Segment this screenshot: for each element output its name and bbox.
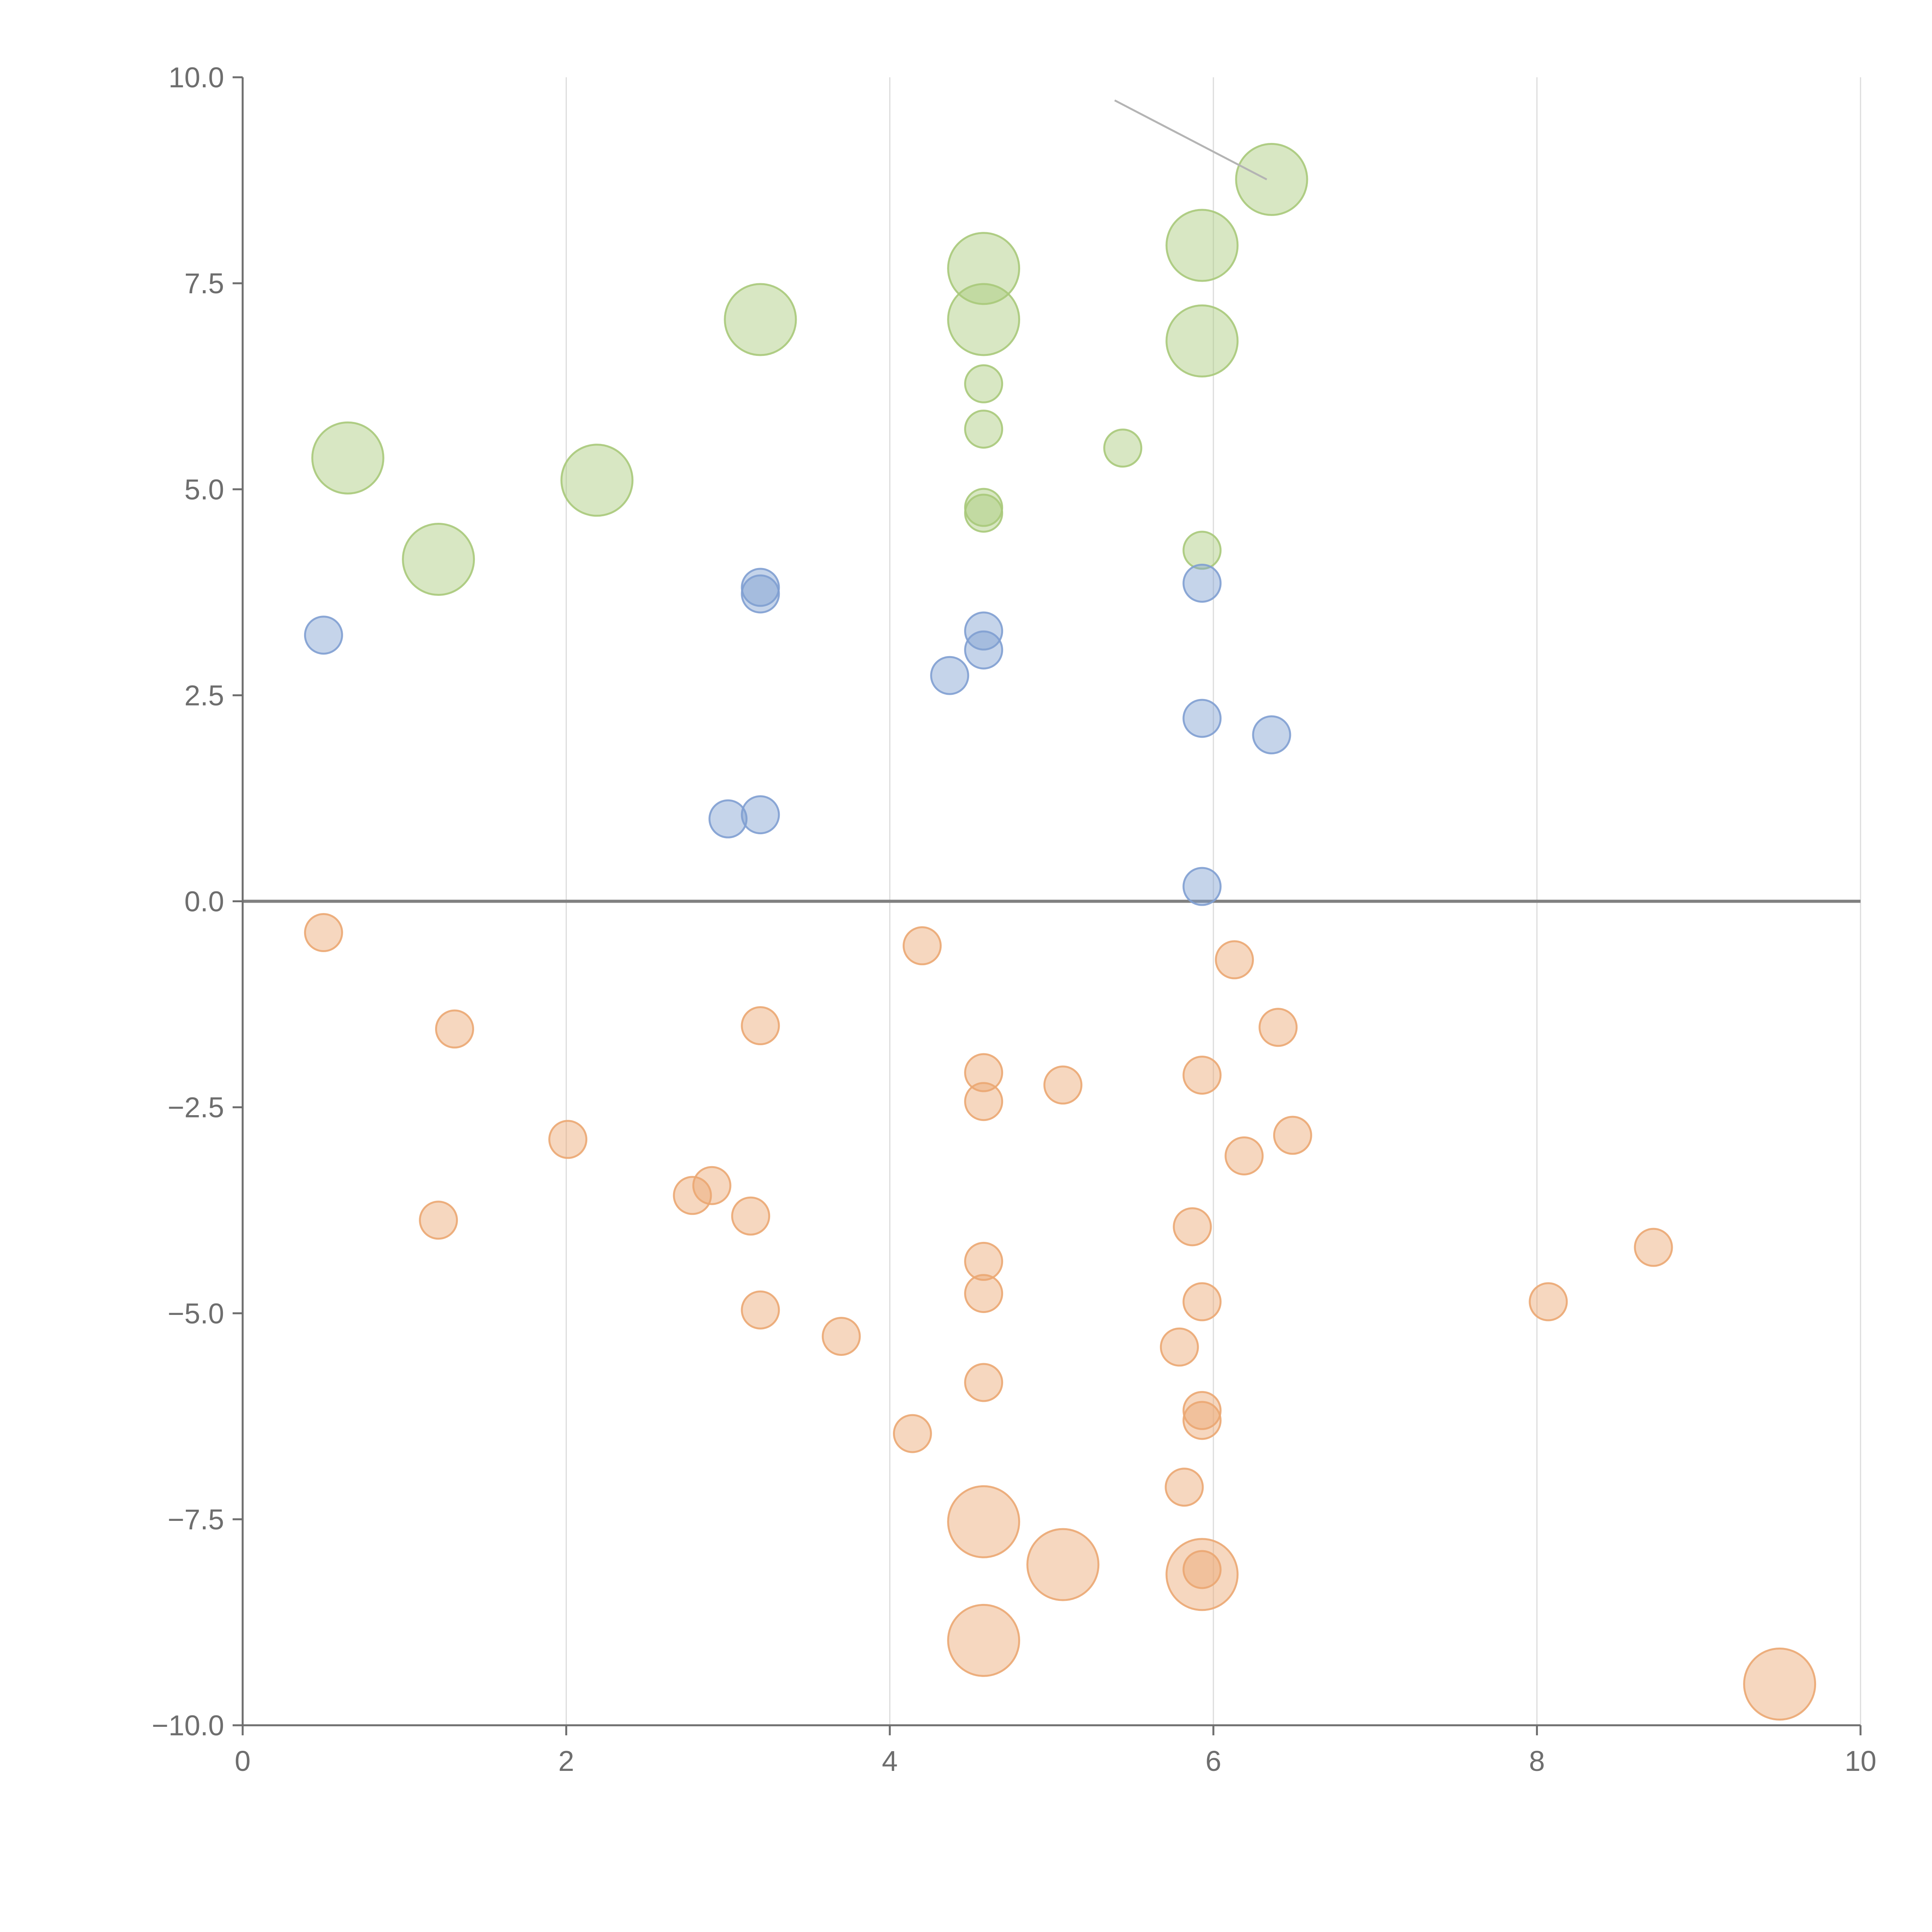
y-tick-label-2: 5.0: [184, 473, 224, 505]
orange-point-8: [741, 1290, 780, 1330]
orange-point-18: [947, 1604, 1020, 1677]
blue-point-8: [1182, 563, 1222, 603]
axes: 10.0 7.5 5.0 2.5 0.0 −2.5 −5.0 −7.5 −10.0 0 2 4 6 8 10: [152, 61, 1876, 1777]
data-points: [304, 143, 1816, 1721]
orange-point-33: [1273, 1116, 1312, 1155]
orange-point-23: [1173, 1207, 1212, 1247]
orange-point-20: [1026, 1528, 1100, 1601]
orange-point-34: [1529, 1282, 1568, 1321]
orange-point-9: [821, 1316, 861, 1356]
orange-point-13: [964, 1082, 1003, 1121]
y-tick-label-0: 10.0: [168, 61, 224, 94]
green-point-5: [947, 283, 1020, 356]
orange-point-12: [964, 1053, 1003, 1092]
orange-point-24: [1182, 1055, 1222, 1095]
green-point-6: [964, 364, 1003, 403]
blue-point-2: [741, 795, 780, 835]
orange-point-5: [692, 1166, 731, 1205]
blue-point-10: [1182, 867, 1222, 906]
orange-point-26: [1182, 1391, 1222, 1430]
y-tick-label-8: −10.0: [152, 1709, 224, 1742]
orange-point-7: [741, 1006, 780, 1046]
orange-point-27: [1182, 1401, 1222, 1440]
blue-point-1: [708, 799, 748, 838]
annotation-layer: [1114, 99, 1267, 180]
y-tick-label-1: 7.5: [184, 267, 224, 299]
orange-point-17: [947, 1485, 1020, 1558]
orange-point-16: [964, 1363, 1003, 1402]
green-point-12: [1165, 304, 1239, 378]
orange-point-32: [1259, 1008, 1298, 1047]
green-point-11: [1165, 209, 1239, 282]
orange-point-29: [1165, 1538, 1239, 1611]
grid-lines: [243, 77, 1861, 1725]
orange-point-15: [964, 1274, 1003, 1313]
orange-point-2: [419, 1201, 458, 1240]
orange-point-0: [304, 913, 343, 952]
orange-point-19: [1043, 1065, 1083, 1105]
blue-point-5: [930, 656, 969, 695]
x-tick-label-0: 0: [235, 1745, 250, 1777]
annotation-line: [1114, 99, 1267, 180]
blue-point-4: [741, 574, 780, 614]
x-tick-label-1: 2: [558, 1745, 574, 1777]
x-tick-label-2: 4: [882, 1745, 898, 1777]
orange-point-3: [548, 1120, 588, 1159]
green-point-1: [402, 523, 475, 596]
x-tick-label-5: 10: [1845, 1745, 1876, 1777]
blue-point-11: [1252, 715, 1291, 755]
green-point-4: [947, 232, 1020, 305]
orange-point-21: [1160, 1327, 1199, 1367]
y-tick-label-7: −7.5: [168, 1503, 224, 1536]
orange-point-22: [1165, 1468, 1204, 1507]
green-point-2: [560, 444, 634, 517]
blue-point-7: [964, 630, 1003, 670]
blue-point-9: [1182, 699, 1222, 738]
y-tick-label-6: −5.0: [168, 1298, 224, 1330]
y-tick-label-5: −2.5: [168, 1092, 224, 1124]
orange-point-35: [1634, 1228, 1673, 1267]
orange-point-14: [964, 1242, 1003, 1281]
green-point-13: [1182, 531, 1222, 570]
orange-point-10: [893, 1414, 932, 1453]
orange-point-1: [435, 1009, 474, 1049]
green-point-10: [1103, 429, 1143, 468]
blue-point-0: [304, 616, 343, 655]
green-point-14: [1235, 143, 1308, 216]
orange-point-6: [731, 1196, 770, 1236]
green-point-9: [964, 493, 1003, 533]
orange-point-30: [1215, 940, 1254, 980]
orange-point-25: [1182, 1282, 1222, 1321]
orange-point-4: [673, 1176, 712, 1215]
y-tick-label-3: 2.5: [184, 679, 224, 711]
green-point-3: [724, 283, 797, 356]
x-tick-label-4: 8: [1529, 1745, 1545, 1777]
orange-point-31: [1225, 1136, 1264, 1175]
orange-point-36: [1743, 1647, 1816, 1721]
x-tick-label-3: 6: [1206, 1745, 1221, 1777]
green-point-0: [311, 421, 384, 495]
y-tick-label-4: 0.0: [184, 886, 224, 918]
orange-point-28: [1182, 1550, 1222, 1589]
green-point-7: [964, 410, 1003, 449]
orange-point-11: [903, 926, 942, 966]
